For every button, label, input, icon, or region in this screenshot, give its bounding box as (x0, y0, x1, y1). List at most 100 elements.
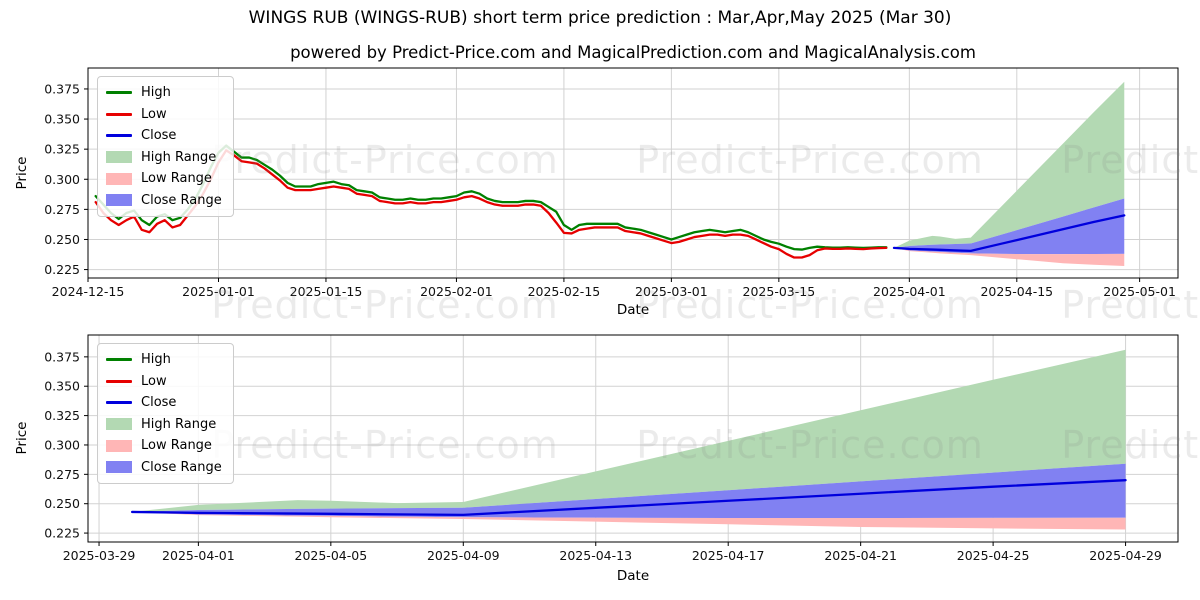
x-tick-label: 2025-01-01 (182, 284, 255, 299)
watermark-text: Predict-Price.com (636, 138, 984, 182)
legend-label: High (141, 352, 171, 368)
x-tick-label: 2025-02-15 (528, 284, 601, 299)
legend-label: Low (141, 373, 167, 389)
x-tick-label: 2024-12-15 (52, 284, 125, 299)
watermark-text: Predict-Price.com (636, 283, 984, 327)
y-tick-label: 0.300 (44, 172, 80, 187)
bottom-chart: 2025-03-29 2025-04-01 2025-04-05 2025-04-09… (44, 334, 1179, 563)
band-high-range (132, 349, 1126, 512)
legend-item: Low (106, 105, 222, 125)
y-axis-label-top: Price (14, 156, 30, 190)
y-tick-label: 0.250 (44, 496, 80, 511)
x-axis-label-top: Date (616, 302, 650, 318)
top-chart: 2024-12-15 2025-01-01 2025-01-15 2025-02-01… (44, 67, 1179, 299)
legend-label: Low (141, 106, 167, 122)
legend-label: High (141, 85, 171, 101)
band-low-range (893, 247, 1125, 266)
y-tick-label: 0.225 (44, 526, 80, 541)
legend-item: Close Range (106, 191, 222, 211)
watermark-text: Predict-Price.com (211, 423, 559, 467)
legend-item: High Range (106, 148, 222, 168)
y-tick-label: 0.325 (44, 142, 80, 157)
figure-subtitle: powered by Predict-Price.com and Magical… (290, 43, 976, 62)
legend-label: Low Range (141, 438, 212, 454)
x-tick-label: 2025-04-01 (162, 548, 235, 563)
legend-item: Low Range (106, 436, 222, 456)
y-tick-label: 0.350 (44, 379, 80, 394)
x-tick-label: 2025-03-15 (743, 284, 816, 299)
x-tick-label: 2025-04-13 (559, 548, 632, 563)
high-swatch (106, 91, 132, 95)
legend-label: High Range (141, 149, 217, 165)
high-range-swatch (106, 151, 132, 164)
plot-border (87, 67, 1179, 279)
y-tick-label: 0.375 (44, 349, 80, 364)
x-axis-label-bottom: Date (616, 568, 650, 584)
series-close (892, 214, 1126, 253)
legend-label: Close (141, 128, 177, 144)
series-close (131, 479, 1127, 517)
watermark-text: Predict-Price.com (211, 138, 559, 182)
watermark-text: Predict-Price.com (1061, 423, 1200, 467)
low-range-swatch (106, 439, 132, 452)
x-tick-label: 2025-04-15 (980, 284, 1053, 299)
band-low-range (132, 511, 1126, 530)
watermark-text: Predict-Price.com (1061, 283, 1200, 327)
x-tick-label: 2025-04-29 (1089, 548, 1162, 563)
legend-item: High Range (106, 415, 222, 435)
close-swatch (106, 401, 132, 405)
y-tick-label: 0.275 (44, 467, 80, 482)
legend-item: Close (106, 393, 222, 413)
close-swatch (106, 134, 132, 138)
x-tick-label: 2025-03-29 (63, 548, 136, 563)
high-range-swatch (106, 418, 132, 431)
plot-border (87, 334, 1179, 543)
y-tick-label: 0.350 (44, 112, 80, 127)
legend-item: High (106, 350, 222, 370)
band-high-range (893, 81, 1125, 248)
legend-label: Close Range (141, 192, 222, 208)
x-tick-label: 2025-04-21 (824, 548, 897, 563)
x-tick-label: 2025-04-17 (692, 548, 765, 563)
x-tick-label: 2025-04-09 (427, 548, 500, 563)
legend-item: Close (106, 126, 222, 146)
watermark-text: Predict-Price.com (636, 423, 984, 467)
low-swatch (106, 379, 132, 383)
y-tick-label: 0.375 (44, 81, 80, 96)
figure-title: WINGS RUB (WINGS-RUB) short term price p… (248, 8, 952, 28)
x-tick-label: 2025-04-01 (873, 284, 946, 299)
x-tick-label: 2025-01-15 (290, 284, 363, 299)
x-tick-label: 2025-05-01 (1103, 284, 1176, 299)
y-axis-label-bottom: Price (14, 421, 30, 455)
legend-label: Low Range (141, 171, 212, 187)
x-tick-label: 2025-03-01 (635, 284, 708, 299)
legend-item: Low Range (106, 169, 222, 189)
high-swatch (106, 358, 132, 362)
legend-item: Close Range (106, 458, 222, 478)
close-range-swatch (106, 194, 132, 207)
legend-label: High Range (141, 416, 217, 432)
y-tick-label: 0.275 (44, 202, 80, 217)
y-tick-label: 0.325 (44, 408, 80, 423)
band-close-range (132, 463, 1126, 519)
band-close-range (893, 198, 1125, 255)
watermark-text: Predict-Price.com (211, 283, 559, 327)
legend-label: Close (141, 395, 177, 411)
low-swatch (106, 112, 132, 116)
legend-top-chart: High Low Close High Range Low Range Close Ran… (97, 76, 234, 217)
close-range-swatch (106, 461, 132, 474)
y-tick-label: 0.225 (44, 262, 80, 277)
legend-item: Low (106, 372, 222, 392)
legend-item: High (106, 83, 222, 103)
x-tick-label: 2025-04-05 (295, 548, 368, 563)
y-tick-label: 0.250 (44, 232, 80, 247)
x-tick-label: 2025-04-25 (957, 548, 1030, 563)
legend-bottom-chart: High Low Close High Range Low Range Close Ran… (97, 343, 234, 484)
low-range-swatch (106, 172, 132, 185)
watermark-text: Predict-Price.com (1061, 138, 1200, 182)
x-tick-label: 2025-02-01 (420, 284, 493, 299)
y-tick-label: 0.300 (44, 437, 80, 452)
legend-label: Close Range (141, 459, 222, 475)
